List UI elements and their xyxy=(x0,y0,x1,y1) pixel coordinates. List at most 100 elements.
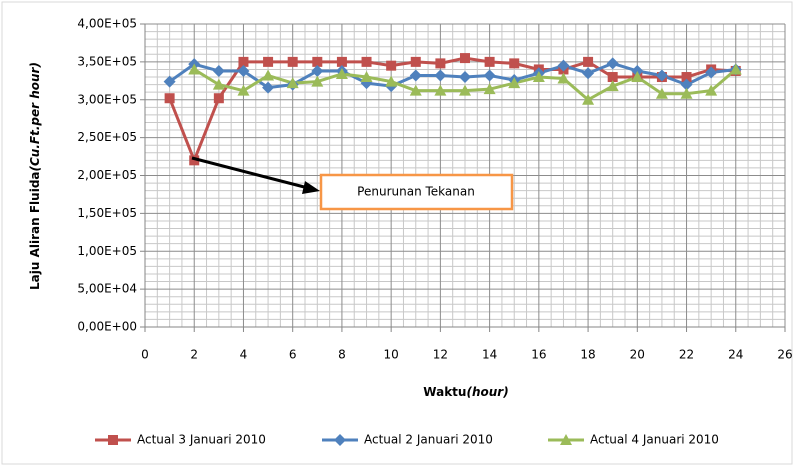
marker xyxy=(459,84,471,96)
legend-label: Actual 3 Januari 2010 xyxy=(137,433,266,447)
x-tick-label: 24 xyxy=(728,348,743,362)
marker xyxy=(237,64,250,77)
marker xyxy=(631,71,644,83)
marker xyxy=(163,75,176,88)
x-tick-label: 18 xyxy=(580,348,595,362)
marker xyxy=(655,69,668,82)
x-tick-label: 16 xyxy=(531,348,546,362)
marker xyxy=(705,84,718,96)
marker xyxy=(188,63,201,75)
marker xyxy=(385,75,398,87)
marker xyxy=(262,69,275,81)
marker xyxy=(582,67,595,80)
marker xyxy=(311,64,324,77)
marker xyxy=(361,56,372,67)
legend: Actual 3 Januari 2010 Actual 2 Januari 20… xyxy=(95,433,719,447)
marker xyxy=(557,59,570,72)
marker xyxy=(386,60,397,71)
x-axis-title-main: Waktu xyxy=(423,385,466,399)
marker xyxy=(483,83,496,95)
marker xyxy=(631,64,644,77)
y-tick-label: 1,50E+05 xyxy=(77,206,137,220)
x-tick-label: 12 xyxy=(433,348,448,362)
y-tick-label: 3,50E+05 xyxy=(77,54,137,68)
marker xyxy=(262,81,275,94)
x-tick-label: 20 xyxy=(630,348,645,362)
y-axis-title-main: Laju Aliran Fluida xyxy=(28,171,42,289)
marker xyxy=(484,56,495,67)
x-axis-title: Waktu(hour) xyxy=(423,385,508,399)
annotation: Penurunan Tekanan xyxy=(357,185,475,199)
marker xyxy=(409,69,422,82)
marker xyxy=(263,56,274,67)
legend-marker xyxy=(108,435,118,445)
x-tick-label: 4 xyxy=(240,348,248,362)
marker xyxy=(360,71,373,83)
marker xyxy=(237,84,250,96)
marker xyxy=(410,56,421,67)
y-tick-label: 4,00E+05 xyxy=(77,17,137,31)
marker xyxy=(460,53,470,64)
y-tick-label: 2,50E+05 xyxy=(77,130,137,144)
y-tick-label: 5,00E+04 xyxy=(77,282,137,296)
x-tick-label: 22 xyxy=(679,348,694,362)
marker xyxy=(189,155,200,166)
marker xyxy=(434,69,447,82)
marker xyxy=(434,84,447,96)
marker xyxy=(655,87,668,99)
marker xyxy=(583,56,594,67)
marker xyxy=(532,71,545,83)
x-tick-label: 14 xyxy=(482,348,497,362)
y-axis-title-unit: (Cu.Ft.per hour) xyxy=(28,62,42,171)
marker xyxy=(213,93,224,104)
marker xyxy=(705,66,718,79)
x-tick-label: 10 xyxy=(384,348,399,362)
x-tick-label: 2 xyxy=(190,348,198,362)
marker xyxy=(680,78,693,91)
marker xyxy=(238,56,249,67)
marker xyxy=(557,72,570,84)
marker xyxy=(164,93,175,104)
y-tick-label: 0,00E+00 xyxy=(77,320,137,334)
x-tick-label: 26 xyxy=(777,348,792,362)
marker xyxy=(311,75,324,87)
marker xyxy=(435,58,446,69)
marker xyxy=(336,56,347,67)
marker xyxy=(312,56,323,67)
annotation-arrow xyxy=(191,156,313,191)
marker xyxy=(606,57,619,70)
marker xyxy=(212,64,225,77)
marker xyxy=(483,69,496,82)
marker xyxy=(680,87,693,99)
marker xyxy=(509,58,520,69)
marker xyxy=(459,71,471,84)
marker xyxy=(212,78,225,90)
legend-marker xyxy=(334,434,346,446)
y-tick-label: 2,00E+05 xyxy=(77,168,137,182)
x-axis-title-unit: (hour) xyxy=(466,385,508,399)
marker xyxy=(681,72,692,83)
marker xyxy=(582,93,595,105)
x-tick-label: 8 xyxy=(338,348,346,362)
marker xyxy=(607,72,618,83)
marker xyxy=(335,67,348,79)
x-tick-label: 0 xyxy=(141,348,149,362)
plot xyxy=(163,53,742,166)
marker xyxy=(409,84,422,96)
marker xyxy=(729,63,742,75)
marker xyxy=(287,56,298,67)
y-axis-title: Laju Aliran Fluida(Cu.Ft.per hour) xyxy=(28,62,42,290)
annotation-arrowhead xyxy=(302,181,320,194)
marker xyxy=(606,80,619,92)
y-tick-label: 3,00E+05 xyxy=(77,92,137,106)
marker xyxy=(286,77,299,89)
x-tick-label: 6 xyxy=(289,348,297,362)
legend-marker xyxy=(560,434,572,445)
legend-label: Actual 2 Januari 2010 xyxy=(364,433,493,447)
marker xyxy=(508,77,521,89)
legend-label: Actual 4 Januari 2010 xyxy=(590,433,719,447)
y-tick-label: 1,00E+05 xyxy=(77,244,137,258)
annotation-box xyxy=(319,173,514,211)
chart-frame xyxy=(1,1,793,465)
